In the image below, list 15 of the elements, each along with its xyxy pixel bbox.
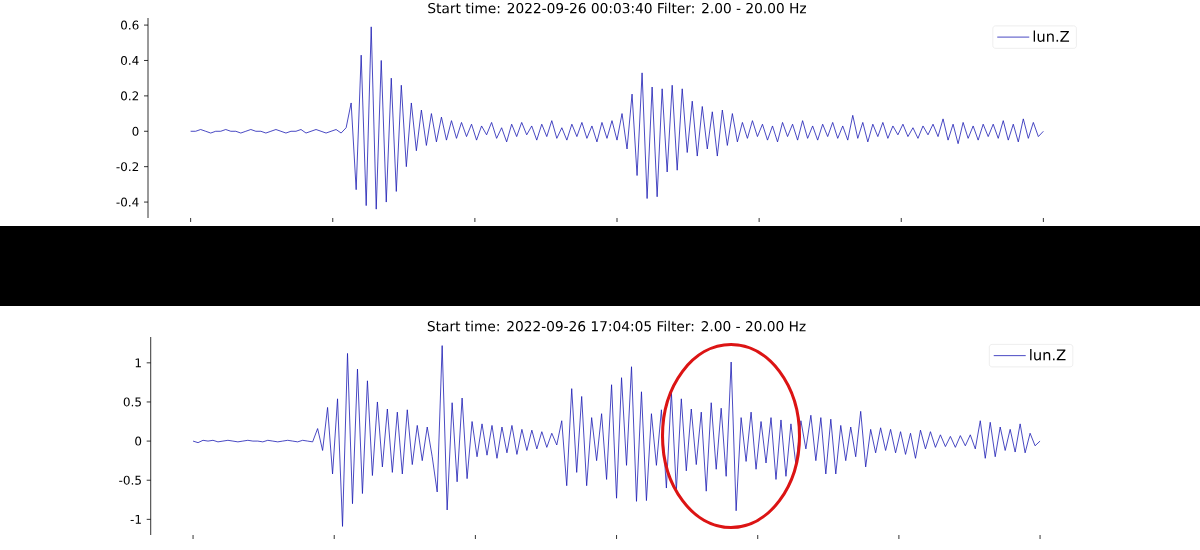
- chart-title: Start time: 2022-09-26 17:04:05 Filter: 2.00 - 20.00 Hz: [427, 320, 806, 332]
- legend-label: lun.Z: [1033, 30, 1070, 42]
- y-tick-label: 0.5: [123, 397, 141, 407]
- y-tick-label: 0.2: [121, 91, 139, 101]
- y-tick-label: -0.4: [116, 197, 139, 207]
- y-tick-label: 0.6: [121, 20, 139, 30]
- y-tick-label: -0.2: [116, 162, 139, 172]
- y-tick-label: 1: [135, 358, 141, 368]
- y-tick-label: -1: [130, 514, 141, 524]
- y-tick-label: 0: [135, 436, 142, 446]
- y-tick-label: -0.5: [119, 475, 141, 485]
- chart-title: Start time: 2022-09-26 00:03:40 Filter: 2.00 - 20.00 Hz: [428, 2, 807, 14]
- y-tick-label: 0: [132, 126, 139, 136]
- legend-label: lun.Z: [1030, 349, 1066, 361]
- y-tick-label: 0.4: [121, 55, 139, 66]
